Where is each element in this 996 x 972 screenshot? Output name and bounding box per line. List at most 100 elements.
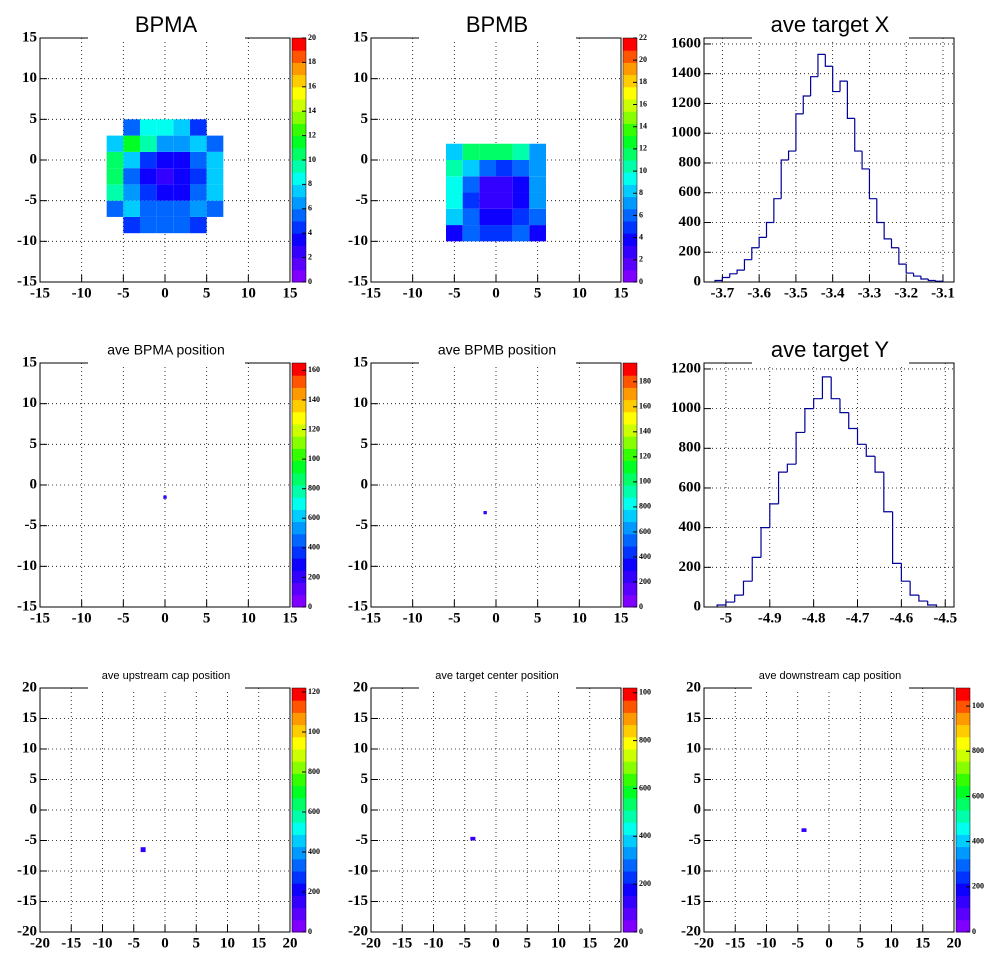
colorbar-tick-label: 10	[308, 155, 316, 164]
histogram-bin	[795, 431, 805, 465]
y-tick-label: -15	[348, 598, 368, 614]
colorbar-band	[956, 846, 970, 860]
cell	[496, 160, 513, 177]
colorbar-tick-label: 0	[972, 927, 976, 936]
histogram-bin	[760, 527, 770, 558]
x-tick-label: -20	[694, 935, 714, 951]
colorbar-band	[623, 399, 637, 413]
y-tick-label: -10	[348, 862, 368, 878]
y-tick-label: 20	[686, 679, 701, 695]
cell	[106, 151, 124, 169]
x-tick-label: 5	[203, 285, 211, 301]
chart-title: ave BPMB position	[438, 342, 556, 358]
x-tick-label: 10	[572, 285, 587, 301]
colorbar-band	[292, 111, 306, 124]
cell	[206, 135, 224, 152]
colorbar-tick-label: 400	[639, 552, 651, 561]
y-tick-label: -5	[356, 832, 369, 848]
histogram-bin	[846, 81, 855, 119]
colorbar-band	[623, 907, 637, 921]
x-tick-label: -3.7	[711, 285, 735, 301]
cell	[512, 160, 530, 177]
histogram-bin	[839, 80, 848, 92]
colorbar-band	[292, 411, 306, 425]
cell	[173, 184, 190, 201]
x-tick-label: -20	[30, 935, 50, 951]
colorbar-band	[956, 712, 970, 726]
x-tick-label: -3.6	[747, 285, 771, 301]
cell	[106, 200, 124, 217]
cell	[512, 176, 530, 193]
colorbar-tick-label: 400	[639, 831, 651, 840]
cell	[123, 135, 140, 152]
x-tick-label: 0	[492, 935, 500, 951]
x-tick-label: -15	[30, 610, 50, 626]
colorbar-tick-label: 16	[639, 99, 647, 108]
title-box	[752, 660, 909, 690]
colorbar-band	[292, 858, 306, 872]
colorbar-band	[956, 749, 970, 762]
histogram-bin	[742, 580, 753, 596]
y-tick-label: 20	[353, 679, 368, 695]
x-tick-label: -15	[361, 285, 381, 301]
histogram-bin	[743, 259, 752, 271]
colorbar-band	[623, 436, 637, 449]
x-tick-label: 10	[241, 285, 256, 301]
colorbar-band	[292, 208, 306, 222]
histogram-bin	[854, 118, 863, 152]
x-tick-label: -4.5	[933, 610, 957, 626]
colorbar-band	[292, 724, 306, 738]
colorbar-band	[623, 883, 637, 896]
x-tick-label: 5	[534, 610, 542, 626]
colorbar-band	[623, 472, 637, 486]
histogram-bin	[817, 53, 826, 77]
title-box	[88, 335, 245, 365]
colorbar-band	[623, 558, 637, 571]
title-box	[752, 335, 909, 365]
histogram-bin	[787, 150, 796, 160]
cell	[446, 176, 463, 193]
x-tick-label: -4.6	[889, 610, 913, 626]
colorbar-tick-label: 400	[972, 836, 984, 845]
y-tick-label: 5	[361, 771, 369, 787]
colorbar-band	[623, 172, 637, 185]
colorbar-tick-label: 0	[639, 927, 643, 936]
colorbar-band	[292, 50, 306, 63]
colorbar-band	[956, 797, 970, 811]
colorbar-tick-label: 100	[639, 688, 651, 697]
colorbar-band	[292, 761, 306, 774]
x-tick-label: -5	[720, 610, 733, 626]
x-tick-label: -5	[459, 935, 472, 951]
colorbar-band	[292, 700, 306, 713]
cell	[106, 168, 124, 185]
x-tick-label: -3.5	[784, 285, 808, 301]
y-tick-label: 5	[30, 771, 38, 787]
frame-bg	[704, 363, 954, 607]
histogram-bin	[813, 398, 823, 409]
histogram-bin	[839, 398, 849, 414]
x-tick-label: -15	[392, 935, 412, 951]
colorbar-tick-label: 400	[308, 543, 320, 552]
colorbar-band	[292, 883, 306, 896]
cell	[512, 192, 530, 209]
histogram-bin	[912, 273, 921, 277]
colorbar-band	[623, 919, 637, 933]
colorbar-band	[623, 257, 637, 271]
colorbar-band	[292, 184, 306, 198]
title-box	[752, 10, 909, 40]
colorbar-band	[623, 208, 637, 222]
colorbar-tick-label: 800	[308, 767, 320, 776]
y-tick-label: 5	[361, 111, 369, 127]
colorbar-band	[956, 919, 970, 933]
chart-title: ave downstream cap position	[759, 670, 901, 682]
colorbar-band	[623, 74, 637, 88]
cell	[479, 225, 496, 242]
frame-bg	[704, 38, 954, 282]
histogram-bin	[832, 66, 841, 93]
colorbar-tick-label: 8	[308, 179, 312, 188]
y-tick-label: 0	[30, 801, 38, 817]
colorbar-band	[623, 773, 637, 787]
colorbar-band	[623, 123, 637, 137]
x-tick-label: 20	[947, 935, 962, 951]
colorbar-band	[623, 448, 637, 462]
